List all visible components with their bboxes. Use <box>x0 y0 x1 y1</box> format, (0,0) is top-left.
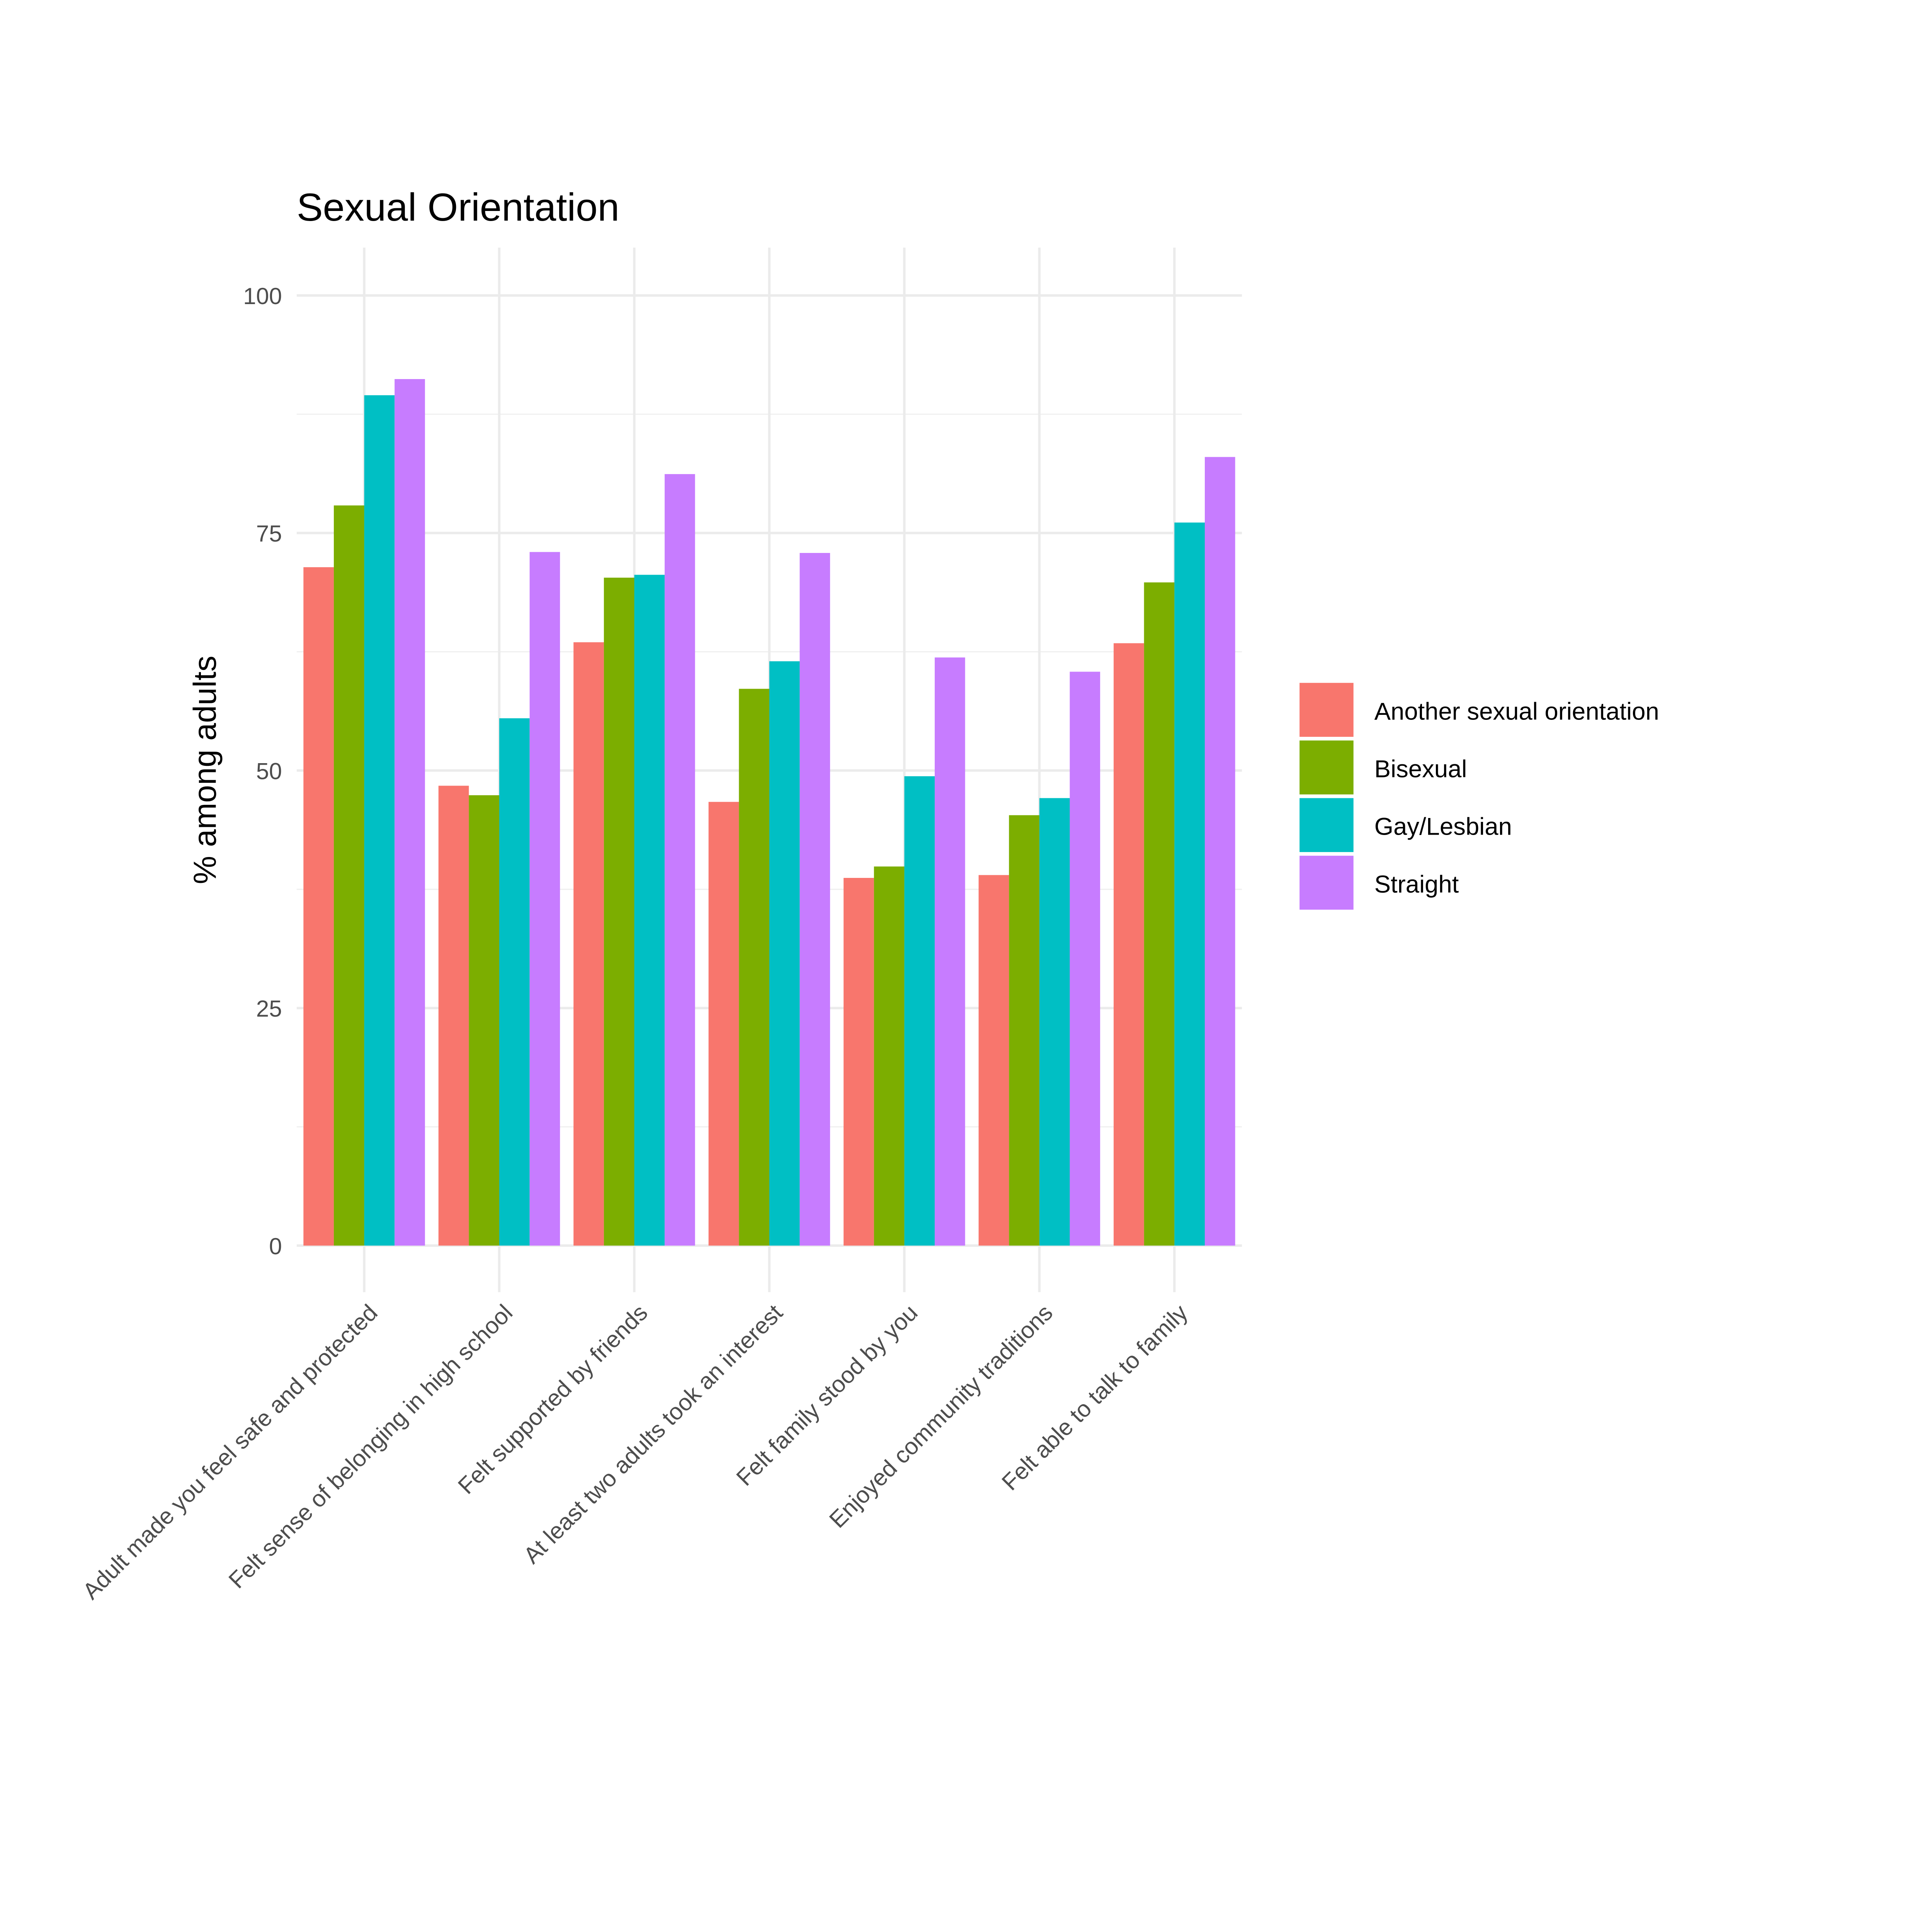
bar <box>333 505 364 1246</box>
y-tick-label: 0 <box>269 1233 282 1259</box>
y-axis-label: % among adults <box>187 656 223 884</box>
bars <box>303 379 1235 1246</box>
legend-swatch <box>1299 683 1354 737</box>
y-tick-label: 100 <box>243 283 282 309</box>
bar <box>874 866 905 1246</box>
bar <box>799 553 830 1246</box>
bar <box>978 875 1009 1246</box>
bar <box>935 657 965 1246</box>
legend-label: Bisexual <box>1374 756 1467 783</box>
legend-item: Gay/Lesbian <box>1299 798 1512 852</box>
chart-title: Sexual Orientation <box>297 185 619 229</box>
bar <box>469 795 500 1246</box>
bar <box>904 776 935 1246</box>
bar <box>1009 815 1039 1246</box>
bar <box>604 577 634 1246</box>
bar <box>1174 522 1205 1246</box>
bar <box>1039 798 1070 1246</box>
legend-swatch <box>1299 855 1354 910</box>
legend-label: Another sexual orientation <box>1374 698 1659 725</box>
bar <box>665 474 695 1246</box>
bar <box>739 689 769 1246</box>
bar <box>708 802 739 1246</box>
y-tick-label: 50 <box>256 758 282 784</box>
legend-item: Another sexual orientation <box>1299 683 1659 737</box>
bar <box>1070 672 1100 1246</box>
bar <box>438 786 469 1246</box>
bar <box>769 661 800 1246</box>
y-tick-label: 75 <box>256 520 282 547</box>
legend-swatch <box>1299 740 1354 794</box>
bar <box>395 379 425 1246</box>
bar <box>844 878 874 1246</box>
legend-item: Straight <box>1299 855 1459 910</box>
bar <box>529 552 560 1246</box>
legend-label: Straight <box>1374 871 1459 898</box>
y-tick-labels: 0 25 50 75 100 <box>243 283 282 1259</box>
bar <box>1114 643 1144 1246</box>
bar <box>1144 582 1175 1246</box>
legend-label: Gay/Lesbian <box>1374 813 1512 840</box>
bar <box>364 395 395 1246</box>
legend-item: Bisexual <box>1299 740 1467 794</box>
bar <box>303 567 334 1246</box>
bar <box>634 575 665 1246</box>
bar <box>499 718 530 1246</box>
bar <box>573 642 604 1246</box>
legend: Another sexual orientation Bisexual Gay/Le… <box>1299 683 1659 910</box>
bar <box>1204 457 1235 1246</box>
legend-swatch <box>1299 798 1354 852</box>
y-tick-label: 25 <box>256 995 282 1022</box>
